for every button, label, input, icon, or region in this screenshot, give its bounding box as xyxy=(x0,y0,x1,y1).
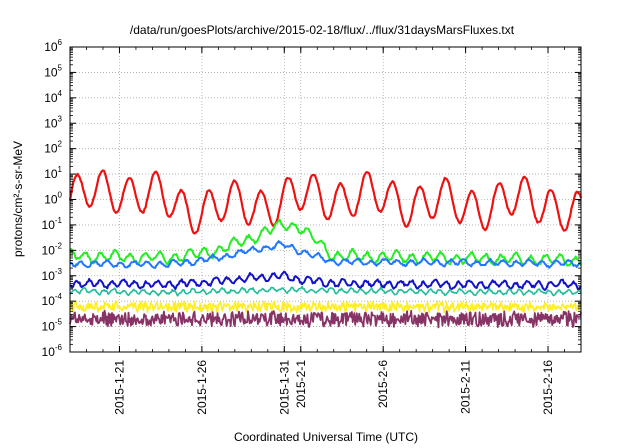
y-tick-base: 10 xyxy=(42,294,56,308)
y-tick-exp: 2 xyxy=(58,140,63,149)
y-tick-base: 10 xyxy=(44,116,58,130)
y-tick-label: 106 xyxy=(44,38,62,54)
y-tick-exp: 5 xyxy=(58,63,63,72)
y-tick-label: 10-1 xyxy=(42,216,63,232)
y-tick-exp: 3 xyxy=(58,114,63,123)
y-tick-label: 102 xyxy=(44,140,62,156)
series-line xyxy=(69,270,582,291)
y-tick-base: 10 xyxy=(44,142,58,156)
y-tick-exp: -5 xyxy=(55,318,63,327)
y-tick-exp: -2 xyxy=(55,241,63,250)
y-tick-base: 10 xyxy=(42,320,56,334)
y-tick-base: 10 xyxy=(44,167,58,181)
chart-title: /data/run/goesPlots/archive/2015-02-18/f… xyxy=(130,23,515,37)
y-tick-label: 101 xyxy=(44,165,62,181)
y-tick-exp: 4 xyxy=(58,89,63,98)
y-tick-base: 10 xyxy=(44,40,58,54)
y-tick-exp: -6 xyxy=(55,343,63,352)
y-tick-labels: 10-610-510-410-310-210-11001011021031041… xyxy=(42,38,63,359)
y-tick-exp: 6 xyxy=(58,38,63,47)
y-tick-label: 10-6 xyxy=(42,343,63,359)
x-tick-label: 2015-1-21 xyxy=(112,360,126,415)
y-tick-label: 103 xyxy=(44,114,62,130)
x-tick-label: 2015-1-31 xyxy=(277,360,291,415)
y-tick-base: 10 xyxy=(42,243,56,257)
y-tick-label: 10-5 xyxy=(42,318,63,334)
y-tick-label: 10-2 xyxy=(42,241,63,257)
y-tick-exp: 0 xyxy=(58,191,63,200)
x-tick-label: 2015-2-6 xyxy=(376,360,390,408)
x-tick-label: 2015-1-26 xyxy=(195,360,209,415)
ticks xyxy=(69,46,582,353)
y-tick-base: 10 xyxy=(44,193,58,207)
y-tick-exp: -4 xyxy=(55,292,63,301)
y-tick-label: 104 xyxy=(44,89,62,105)
series-line xyxy=(68,169,583,235)
series-line xyxy=(69,218,582,267)
y-tick-exp: 1 xyxy=(58,165,63,174)
y-tick-base: 10 xyxy=(42,269,56,283)
x-tick-label: 2015-2-11 xyxy=(459,360,473,414)
x-axis-label: Coordinated Universal Time (UTC) xyxy=(234,430,418,444)
y-tick-exp: -1 xyxy=(55,216,63,225)
series-group xyxy=(68,169,583,329)
x-tick-label: 2015-2-16 xyxy=(541,360,555,415)
series-line xyxy=(69,300,582,314)
y-tick-base: 10 xyxy=(44,91,58,105)
series-line xyxy=(69,309,582,329)
x-tick-labels: 2015-1-21 2015-1-26 2015-1-31 2015-2-1 2015-… xyxy=(112,360,555,415)
y-tick-base: 10 xyxy=(44,65,58,79)
y-tick-exp: -3 xyxy=(55,267,63,276)
series-line xyxy=(69,240,582,269)
x-tick-label: 2015-2-1 xyxy=(294,360,308,408)
y-tick-base: 10 xyxy=(42,345,56,359)
y-tick-label: 10-3 xyxy=(42,267,63,283)
y-tick-label: 10-4 xyxy=(42,292,63,308)
series-line xyxy=(69,285,582,297)
y-axis-label: protons/cm²-s-sr-MeV xyxy=(11,141,25,257)
y-tick-base: 10 xyxy=(42,218,56,232)
y-tick-label: 105 xyxy=(44,63,62,79)
y-tick-label: 100 xyxy=(44,191,62,207)
